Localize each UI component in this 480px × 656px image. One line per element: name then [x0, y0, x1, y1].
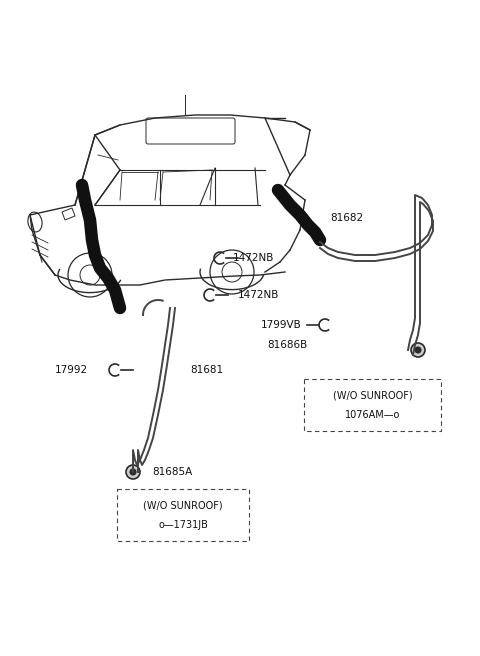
Text: o—1731JB: o—1731JB [158, 520, 208, 530]
Circle shape [411, 343, 425, 357]
Text: 1472NB: 1472NB [238, 290, 279, 300]
Text: 17992: 17992 [55, 365, 88, 375]
Text: (W/O SUNROOF): (W/O SUNROOF) [143, 500, 223, 510]
Circle shape [130, 469, 136, 475]
Text: 81685A: 81685A [152, 467, 192, 477]
Text: 81686B: 81686B [268, 340, 308, 350]
Text: 1076AM—o: 1076AM—o [345, 410, 400, 420]
Circle shape [126, 465, 140, 479]
Text: 1472NB: 1472NB [233, 253, 275, 263]
Text: 81681: 81681 [190, 365, 223, 375]
Text: 1799VB: 1799VB [261, 320, 302, 330]
Text: (W/O SUNROOF): (W/O SUNROOF) [333, 390, 412, 400]
Text: 81682: 81682 [330, 213, 363, 223]
Circle shape [415, 347, 421, 353]
